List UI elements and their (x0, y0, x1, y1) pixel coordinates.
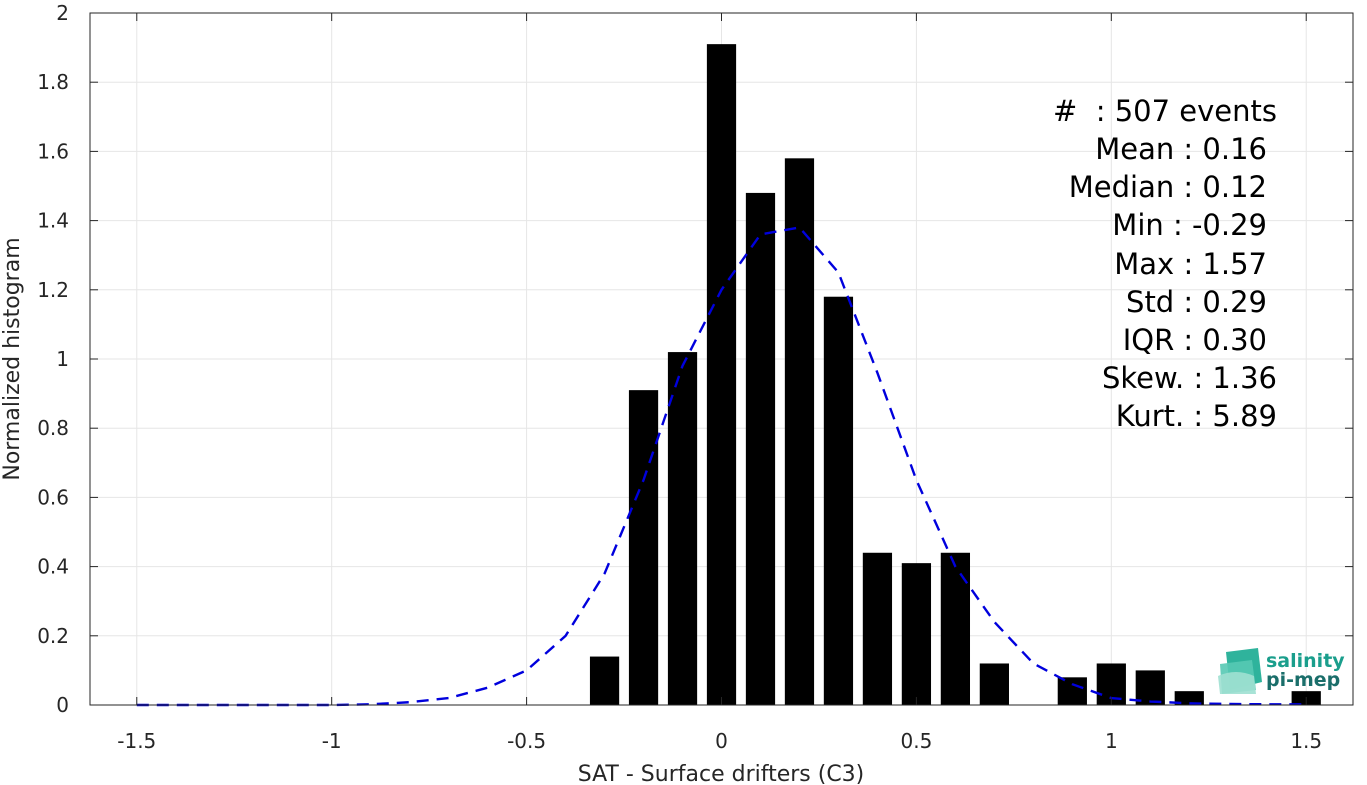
x-tick-label-0: -1.5 (117, 729, 156, 753)
histogram-bar-1 (628, 390, 659, 705)
stats-iqr: IQR : 0.30 (1123, 323, 1267, 357)
histogram-bar-13 (1135, 670, 1165, 705)
stats-mean: Mean : 0.16 (1095, 132, 1267, 166)
x-tick-label-5: 1 (1105, 729, 1118, 753)
y-tick-label-4: 0.8 (37, 416, 69, 440)
stats-skew: Skew. : 1.36 (1102, 361, 1277, 395)
y-tick-label-2: 0.4 (37, 555, 69, 579)
logo-line1: salinity (1266, 650, 1345, 672)
stats-std: Std : 0.29 (1126, 285, 1267, 319)
y-tick-labels: 0 0.2 0.4 0.6 0.8 1 1.2 1.4 1.6 1.8 2 (37, 1, 69, 717)
x-tick-label-2: -0.5 (507, 729, 546, 753)
histogram-bar-3 (706, 44, 737, 705)
y-tick-label-8: 1.6 (37, 139, 69, 163)
x-tick-labels: -1.5 -1 -0.5 0 0.5 1 1.5 (117, 729, 1322, 753)
histogram-bar-14 (1174, 691, 1204, 705)
histogram-bar-0 (589, 656, 620, 705)
logo-line2: pi-mep (1266, 669, 1340, 691)
histogram-bar-11 (1057, 677, 1087, 705)
stats-max: Max : 1.57 (1114, 247, 1267, 281)
histogram-bar-9 (940, 552, 971, 705)
x-tick-label-1: -1 (322, 729, 342, 753)
y-tick-label-6: 1.2 (37, 278, 69, 302)
histogram-bar-6 (823, 296, 854, 705)
histogram-bars (589, 44, 1321, 706)
y-tick-label-0: 0 (56, 693, 69, 717)
y-tick-label-7: 1.4 (37, 209, 69, 233)
histogram-bar-5 (784, 158, 815, 705)
stats-min: Min : -0.29 (1112, 208, 1267, 242)
axis-ticks (90, 12, 1353, 706)
x-axis-label: SAT - Surface drifters (C3) (578, 762, 865, 785)
histogram-bar-4 (745, 192, 776, 706)
x-tick-label-6: 1.5 (1290, 729, 1322, 753)
y-tick-label-10: 2 (56, 1, 69, 25)
stats-median: Median : 0.12 (1069, 170, 1267, 204)
x-tick-label-3: 0 (715, 729, 728, 753)
y-tick-label-3: 0.6 (37, 485, 69, 509)
y-tick-label-5: 1 (56, 347, 69, 371)
salinity-pi-mep-logo: salinity pi-mep (1218, 648, 1345, 694)
stats-events: # : 507 events (1053, 94, 1277, 128)
histogram-bar-2 (667, 352, 698, 705)
x-tick-label-4: 0.5 (901, 729, 933, 753)
y-tick-label-1: 0.2 (37, 624, 69, 648)
histogram-bar-7 (862, 552, 893, 705)
stats-kurt: Kurt. : 5.89 (1116, 399, 1277, 433)
salinity-wave-icon (1218, 648, 1262, 694)
histogram-bar-8 (901, 563, 932, 705)
histogram-bar-10 (979, 663, 1009, 705)
stats-panel: # : 507 events Mean : 0.16 Median : 0.12… (1053, 94, 1277, 433)
y-axis-label: Normalized histogram (0, 237, 25, 480)
y-tick-label-9: 1.8 (37, 70, 69, 94)
